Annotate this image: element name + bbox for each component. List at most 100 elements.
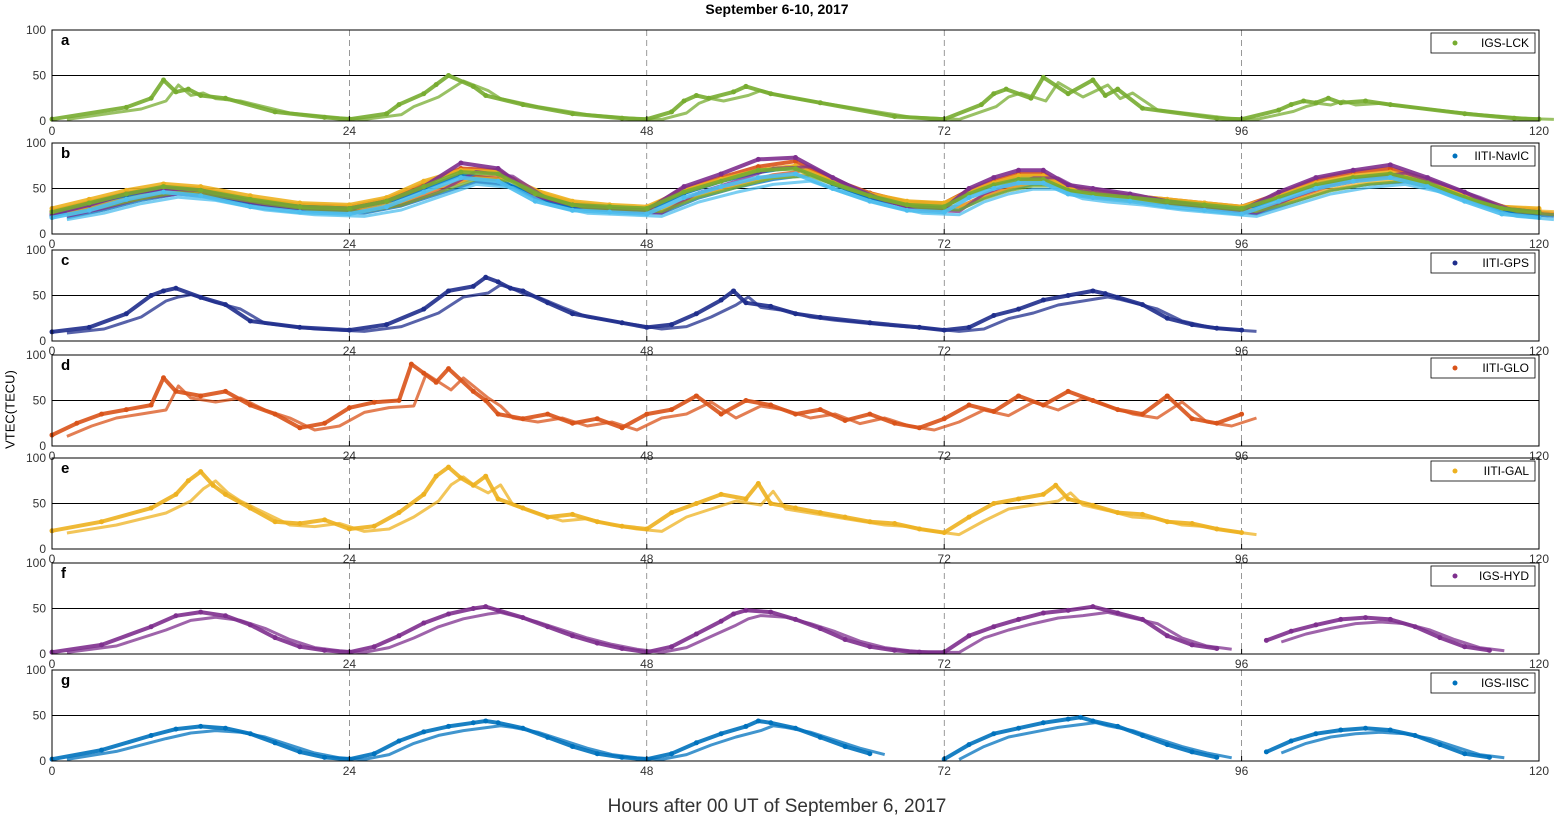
legend-marker: [1452, 365, 1458, 371]
data-point-b-5-23: [941, 209, 947, 215]
data-point-f-0-37: [966, 633, 972, 639]
data-point-f-0-53: [1363, 615, 1369, 621]
legend-box: [1430, 565, 1536, 587]
data-point-g-0-39: [1016, 725, 1022, 731]
data-point-b-5-18: [755, 175, 761, 181]
data-point-c-0-30: [817, 314, 823, 320]
data-point-b-5-5: [247, 204, 253, 210]
data-point-b-4-30: [1127, 195, 1133, 201]
data-point-d-0-36: [842, 418, 848, 424]
data-point-f-0-31: [817, 626, 823, 632]
data-point-d-0-44: [1040, 402, 1046, 408]
legend-box: [1430, 672, 1536, 694]
panel-letter: a: [61, 32, 70, 49]
x-tick-label: 96: [1235, 657, 1249, 671]
data-point-e-0-32: [755, 480, 761, 486]
data-point-f-0-16: [483, 604, 489, 610]
x-tick-label: 120: [1529, 657, 1549, 671]
data-point-b-5-25: [991, 186, 997, 191]
data-point-a-0-42: [1214, 115, 1220, 121]
data-point-b-3-30: [1127, 191, 1133, 197]
y-tick-label: 0: [39, 542, 46, 556]
series-line-f-0: [50, 604, 1492, 655]
data-point-f-0-24: [669, 644, 675, 650]
data-point-c-0-18: [520, 288, 526, 294]
data-point-b-5-21: [867, 198, 873, 204]
data-point-e-0-2: [148, 505, 154, 511]
data-point-c-0-22: [644, 324, 650, 330]
data-point-c-0-44: [1189, 322, 1195, 328]
data-point-d-0-41: [966, 402, 972, 408]
data-point-a-0-51: [1387, 102, 1393, 108]
x-tick-label: 0: [49, 449, 56, 463]
data-point-f-0-3: [173, 613, 179, 619]
data-point-b-3-16: [681, 184, 687, 190]
legend-marker: [1452, 680, 1458, 686]
data-point-e-0-34: [793, 505, 798, 511]
data-point-b-5-7: [346, 211, 352, 217]
data-point-c-0-43: [1164, 315, 1170, 321]
data-point-a-0-23: [681, 98, 687, 104]
data-point-e-0-51: [1189, 521, 1195, 527]
data-point-f-0-54: [1387, 616, 1393, 622]
data-point-d-0-26: [594, 416, 600, 422]
data-point-e-0-9: [272, 519, 278, 525]
x-tick-label: 24: [343, 764, 357, 778]
panel-letter: b: [61, 145, 70, 162]
x-tick-label: 0: [49, 657, 56, 671]
data-point-e-0-24: [569, 511, 575, 517]
data-point-b-5-36: [1350, 178, 1356, 184]
data-point-e-0-48: [1115, 510, 1121, 516]
data-point-e-0-38: [892, 521, 898, 527]
data-point-g-0-13: [421, 729, 427, 735]
data-point-a-0-3: [161, 77, 167, 83]
data-point-d-0-21: [483, 398, 489, 403]
x-tick-label: 0: [49, 552, 56, 566]
data-point-a-0-35: [1028, 95, 1034, 101]
legend-marker: [1452, 40, 1458, 46]
data-point-d-0-14: [371, 399, 377, 405]
data-point-b-4-35: [1313, 182, 1319, 188]
x-tick-label: 120: [1529, 764, 1549, 778]
data-point-b-5-17: [718, 184, 724, 190]
series-spread-c-0: [66, 283, 1257, 335]
data-point-g-0-5: [222, 725, 228, 731]
legend-label: IITI-GLO: [1482, 361, 1529, 375]
data-point-d-0-5: [161, 375, 167, 381]
data-point-e-0-46: [1065, 496, 1071, 502]
y-tick-label: 100: [26, 348, 46, 362]
panel-letter: f: [61, 565, 67, 582]
data-point-c-0-33: [941, 327, 947, 333]
data-point-d-0-49: [1164, 393, 1170, 399]
data-point-g-0-40: [1040, 720, 1046, 726]
data-point-b-4-21: [867, 193, 873, 199]
data-point-d-0-19: [446, 366, 452, 372]
data-point-e-0-21: [495, 496, 501, 502]
data-point-c-0-40: [1102, 291, 1108, 297]
y-tick-label: 50: [33, 182, 47, 196]
data-point-a-0-30: [892, 113, 898, 119]
data-point-b-5-39: [1462, 198, 1468, 204]
data-point-f-0-18: [520, 615, 526, 621]
legend-box: [1430, 32, 1536, 54]
data-point-c-0-46: [1239, 327, 1245, 333]
legend-marker: [1452, 153, 1458, 159]
data-point-b-4-3: [161, 184, 167, 190]
data-point-b-2-1: [86, 196, 92, 202]
data-point-b-4-8: [384, 198, 390, 204]
data-point-b-5-8: [384, 204, 390, 210]
data-point-e-0-1: [99, 519, 105, 525]
data-point-f-0-12: [396, 633, 402, 639]
y-tick-label: 50: [33, 497, 47, 511]
data-point-b-5-30: [1127, 198, 1133, 204]
data-point-f-0-34: [892, 647, 898, 653]
data-point-b-4-10: [458, 169, 464, 175]
data-point-c-0-1: [86, 324, 92, 330]
data-point-g-0-20: [569, 743, 575, 749]
series-spread-a-0: [66, 79, 1554, 121]
y-tick-label: 100: [26, 663, 46, 677]
data-point-d-0-34: [793, 411, 798, 417]
data-point-b-4-26: [1016, 176, 1022, 182]
data-point-g-0-38: [991, 731, 997, 737]
data-point-b-2-4: [198, 184, 204, 190]
